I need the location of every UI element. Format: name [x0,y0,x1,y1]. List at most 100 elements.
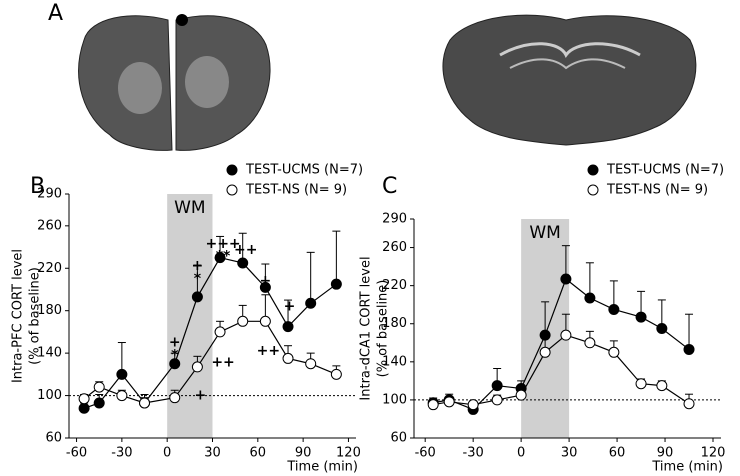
data-point [330,368,342,380]
y-axis-label: (% of baseline) [376,280,391,378]
data-point [116,390,128,402]
y-tick-label: 140 [382,354,407,369]
data-point [169,358,181,370]
data-point [191,291,203,303]
data-point [635,378,647,390]
data-point [93,397,105,409]
data-point [491,380,503,392]
legend-marker [587,184,599,196]
data-point [330,278,342,290]
annotation: * [171,347,179,363]
data-point [282,352,294,364]
data-point [305,297,317,309]
y-tick-label: 60 [45,431,62,446]
y-tick-label: 100 [382,392,407,407]
legend-marker [226,184,238,196]
x-tick-label: -60 [66,446,87,461]
y-tick-label: 290 [382,212,407,227]
annotation: ++ [211,355,234,371]
data-point [515,389,527,401]
y-tick-label: 180 [37,303,62,318]
annotation: + [192,258,204,274]
annotation: * [194,271,202,287]
legend-label: TEST-UCMS (N=7) [606,163,724,178]
data-point [191,361,203,373]
annotation: ** [216,249,231,265]
data-point [237,257,249,269]
data-point [560,329,572,341]
annotation: + [169,335,181,351]
data-point [560,273,572,285]
brain-section-left [78,14,271,151]
data-point [635,311,647,323]
panel-label: A [48,1,63,26]
y-tick-label: 220 [382,278,407,293]
x-tick-label: 120 [336,446,361,461]
data-point [539,346,551,358]
data-point [491,394,503,406]
data-point [116,368,128,380]
x-axis-label: Time (min) [286,460,358,475]
y-tick-label: 260 [382,240,407,255]
data-point [539,329,551,341]
x-axis-label: Time (min) [651,460,723,475]
shaded-label: WM [174,198,205,218]
panel-label: B [30,174,45,199]
annotation: ++ [234,242,257,258]
x-tick-label: 30 [561,446,578,461]
shaded-label: WM [529,223,560,243]
x-tick-label: 30 [204,446,221,461]
data-point [78,402,90,414]
legend-label: TEST-NS (N= 9) [245,183,347,198]
data-point [443,396,455,408]
legend-label: TEST-NS (N= 9) [606,183,708,198]
y-tick-label: 220 [37,261,62,276]
legend-marker [226,164,238,176]
annotation: + [195,388,207,404]
x-tick-label: 90 [295,446,312,461]
data-point [237,315,249,327]
y-axis-label: Intra-PFC CORT level [11,249,26,383]
x-tick-label: -30 [111,446,132,461]
data-point [259,315,271,327]
legend-label: TEST-UCMS (N=7) [245,163,363,178]
data-point [259,281,271,293]
data-point [656,323,668,334]
y-axis-label: (% of baseline) [28,267,43,365]
y-tick-label: 180 [382,316,407,331]
x-tick-label: -60 [415,446,436,461]
data-point [139,397,151,409]
data-point [78,393,90,405]
y-axis-label: Intra-dCA1 CORT level [359,256,374,400]
x-tick-label: 0 [517,446,525,461]
data-point [214,326,226,338]
data-point [282,321,294,333]
data-point [584,292,596,304]
x-tick-label: 90 [657,446,674,461]
data-point [93,381,105,393]
x-tick-label: 0 [163,446,171,461]
data-point [608,346,620,358]
data-point [427,399,439,411]
annotation: +++ [205,236,240,252]
data-point [169,392,181,404]
annotation: + [284,298,296,314]
data-point [683,398,695,410]
brain-section-right [442,14,697,146]
data-point [214,252,226,264]
y-tick-label: 100 [37,388,62,403]
x-tick-label: 120 [701,446,726,461]
data-point [656,380,668,392]
y-tick-label: 260 [37,218,62,233]
data-point [608,303,620,315]
legend-marker [587,164,599,176]
y-tick-label: 60 [390,431,407,446]
annotation: + [260,273,272,289]
data-point [467,399,479,411]
data-point [584,337,596,349]
x-tick-label: -30 [463,446,484,461]
panel-label: C [382,174,397,199]
data-point [305,358,317,370]
